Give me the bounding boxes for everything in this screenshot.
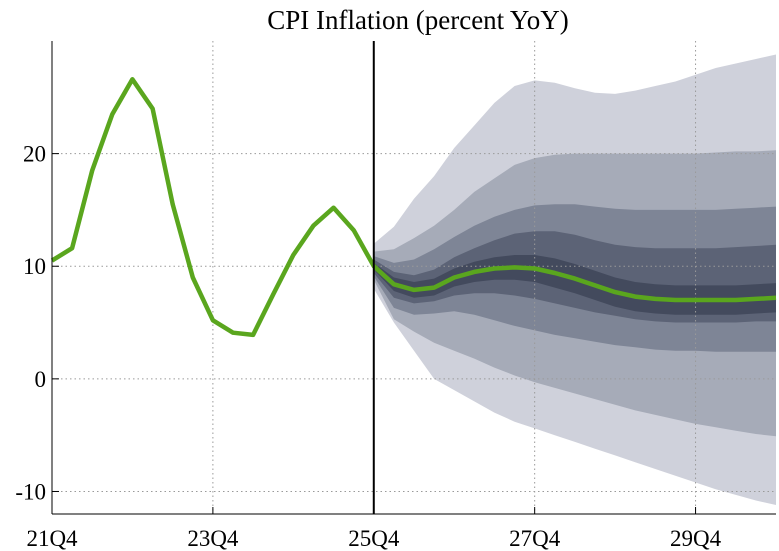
series-lines	[50, 77, 777, 338]
y-tick-label: -10	[15, 479, 46, 504]
y-tick-label: 0	[35, 367, 47, 392]
grid-lines	[51, 41, 776, 514]
x-tick-label: 25Q4	[348, 526, 400, 551]
x-tick-label: 27Q4	[509, 526, 561, 551]
x-tick-label: 21Q4	[26, 526, 78, 551]
y-tick-label: 10	[23, 254, 46, 279]
cpi-inflation-line	[50, 77, 777, 338]
tick-labels: -10 0 10 20 21Q4 23Q4 25Q4 27Q4 29Q4	[15, 142, 721, 551]
axes	[51, 41, 776, 515]
y-tick-label: 20	[23, 142, 46, 167]
x-tick-label: 29Q4	[670, 526, 722, 551]
x-tick-label: 23Q4	[187, 526, 239, 551]
chart-title: CPI Inflation (percent YoY)	[267, 5, 568, 35]
